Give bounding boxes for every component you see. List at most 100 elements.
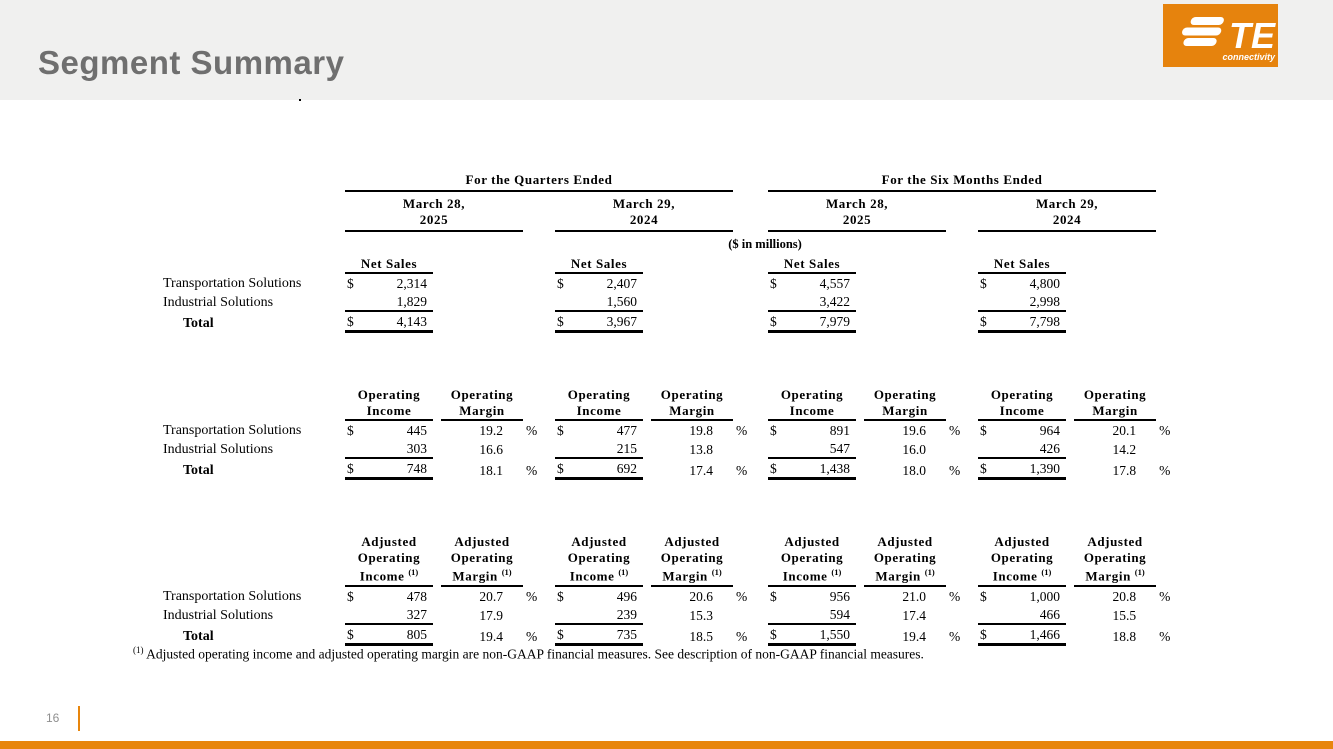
footnote-marker: (1): [133, 645, 144, 655]
income-column-header: Operating Income: [345, 384, 433, 421]
margin-column-header: Operating Margin: [864, 384, 947, 421]
amount-cell: $956: [770, 589, 851, 604]
dollar-sign: $: [347, 276, 354, 291]
margin-column-header: Adjusted Operating Margin (1): [1074, 534, 1157, 587]
row-label: Total: [183, 628, 214, 644]
dollar-sign: $: [770, 423, 777, 438]
row-label: Industrial Solutions: [163, 295, 274, 310]
amount-cell: $4,800: [980, 276, 1061, 291]
margin-cell: 16.0: [902, 442, 927, 457]
margin-cell: 17.4: [689, 462, 714, 478]
margin-cell: 17.8: [1112, 462, 1137, 478]
header-band: Segment Summary: [0, 0, 1333, 100]
dollar-sign: $: [557, 276, 564, 291]
table-row-total: Total $748 18.1% $692 17.4% $1,438 18.0% $1,390…: [163, 458, 1185, 480]
amount-cell: $692: [555, 458, 643, 480]
percent-sign: %: [736, 589, 748, 604]
margin-cell: 18.0: [902, 462, 927, 478]
amount-cell: 1,829: [345, 292, 433, 312]
footnote-ref: (1): [501, 567, 512, 578]
dollar-sign: $: [980, 276, 987, 291]
amount-cell: 327: [345, 605, 433, 625]
margin-cell: 20.1: [1112, 423, 1137, 438]
income-column-header: Operating Income: [555, 384, 643, 421]
amount-cell: 303: [345, 439, 433, 459]
footnote-ref: (1): [408, 567, 419, 578]
margin-cell: 18.5: [689, 628, 714, 644]
percent-sign: %: [949, 423, 961, 438]
percent-sign: %: [1159, 628, 1171, 644]
dollar-sign: $: [980, 314, 987, 329]
margin-cell: 20.8: [1112, 589, 1137, 604]
percent-sign: %: [736, 462, 748, 478]
amount-cell: 1,560: [555, 292, 643, 312]
margin-cell: 18.1: [479, 462, 503, 478]
date-header-sixmonths-2025: March 28, 2025: [768, 191, 947, 232]
amount-cell: $1,550: [768, 624, 857, 646]
table-row-total: Total $4,143 $3,967 $7,979 $7,798: [163, 311, 1185, 333]
amount-cell: $891: [770, 423, 851, 438]
row-label: Total: [183, 462, 214, 478]
dollar-sign: $: [557, 627, 564, 642]
segment-summary-table: For the Quarters Ended For the Six Month…: [163, 166, 1185, 646]
amount-cell: $1,466: [978, 624, 1067, 646]
margin-column-header: Adjusted Operating Margin (1): [441, 534, 523, 587]
dollar-sign: $: [557, 589, 564, 604]
amount-cell: $4,143: [345, 311, 433, 333]
page-number: 16: [46, 711, 60, 725]
amount-cell: $1,390: [978, 458, 1067, 480]
income-column-header: Adjusted Operating Income (1): [768, 534, 857, 587]
footer-divider: [78, 706, 80, 731]
income-column-header: Operating Income: [978, 384, 1067, 421]
amount-cell: $4,557: [770, 276, 851, 291]
table-row-total: Total $805 19.4% $735 18.5% $1,550 19.4% $1,466…: [163, 624, 1185, 646]
percent-sign: %: [736, 423, 748, 438]
dollar-sign: $: [770, 627, 777, 642]
logo-bar-top: [1190, 17, 1224, 25]
margin-cell: 14.2: [1112, 442, 1137, 457]
footnote-ref: (1): [831, 567, 842, 578]
column-header-row-net-sales: Net Sales Net Sales Net Sales Net Sales: [163, 252, 1185, 274]
amount-cell: $1,000: [980, 589, 1061, 604]
amount-cell: $7,798: [978, 311, 1067, 333]
dollar-sign: $: [770, 461, 777, 476]
percent-sign: %: [949, 628, 961, 644]
date-header-quarter-2025: March 28, 2025: [345, 191, 523, 232]
percent-sign: %: [1159, 589, 1171, 604]
margin-cell: 19.4: [902, 628, 927, 644]
percent-sign: %: [526, 423, 538, 438]
amount-cell: $2,407: [557, 276, 637, 291]
logo-bar-bottom: [1183, 38, 1217, 46]
dollar-sign: $: [980, 589, 987, 604]
dollar-sign: $: [770, 589, 777, 604]
amount-cell: $3,967: [555, 311, 643, 333]
amount-cell: 3,422: [768, 292, 857, 312]
amount-cell: $478: [347, 589, 427, 604]
amount-cell: 466: [978, 605, 1067, 625]
percent-sign: %: [526, 462, 538, 478]
margin-cell: 19.4: [479, 628, 503, 644]
income-column-header: Net Sales: [345, 252, 433, 274]
footnote: (1) Adjusted operating income and adjust…: [133, 645, 924, 663]
percent-sign: %: [526, 589, 538, 604]
dollar-sign: $: [347, 627, 354, 642]
te-logo-icon: TE connectivity: [1182, 15, 1276, 62]
dollar-sign: $: [980, 627, 987, 642]
amount-cell: $445: [347, 423, 427, 438]
margin-cell: 13.8: [689, 442, 714, 457]
percent-sign: %: [736, 628, 748, 644]
margin-column-header: Adjusted Operating Margin (1): [651, 534, 734, 587]
amount-cell: 547: [768, 439, 857, 459]
margin-column-header: Operating Margin: [441, 384, 523, 421]
amount-cell: $1,438: [768, 458, 857, 480]
margin-cell: 19.8: [689, 423, 714, 438]
margin-column-header: Operating Margin: [1074, 384, 1157, 421]
amount-cell: $477: [557, 423, 637, 438]
row-label: Transportation Solutions: [163, 276, 302, 291]
row-label: Industrial Solutions: [163, 442, 274, 457]
table-row-transportation-solutions: Transportation Solutions $445 19.2% $477 19.…: [163, 420, 1185, 439]
margin-cell: 21.0: [902, 589, 927, 604]
units-note-row: ($ in millions): [163, 231, 1185, 252]
amount-cell: 215: [555, 439, 643, 459]
margin-cell: 15.3: [689, 608, 714, 623]
